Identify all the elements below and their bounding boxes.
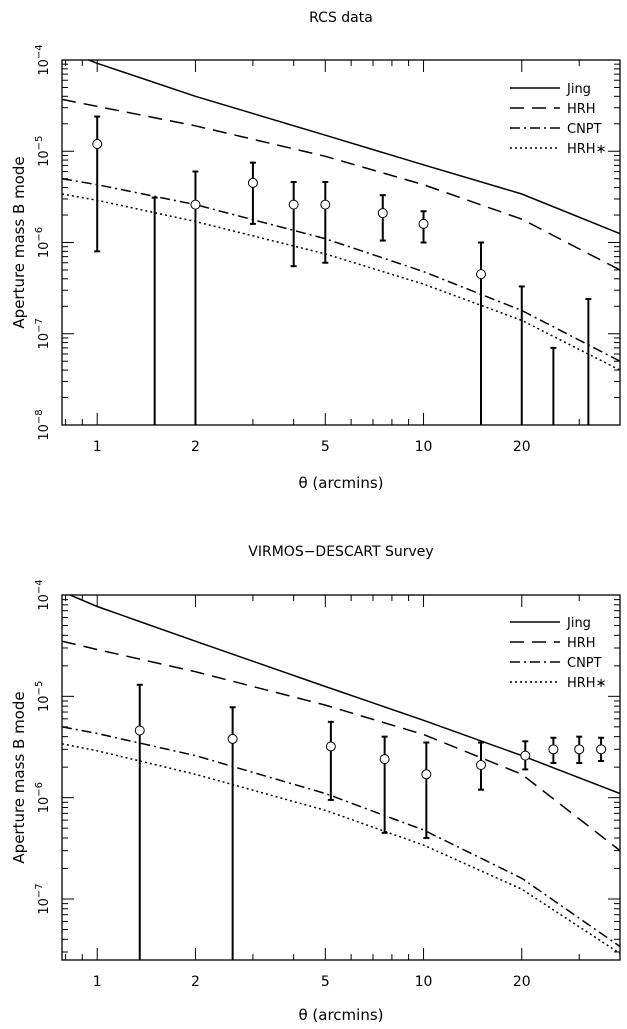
y-tick-label: 10−7 — [34, 318, 52, 349]
series-line-dashed — [62, 98, 620, 271]
y-tick-exponent: −6 — [34, 227, 45, 242]
y-tick-exponent: −4 — [34, 579, 45, 594]
y-tick-base: 10 — [37, 424, 52, 441]
data-point — [377, 208, 388, 219]
x-tick-label: 5 — [321, 439, 330, 455]
data-point — [288, 199, 299, 210]
y-tick-exponent: −7 — [34, 318, 45, 333]
data-point — [134, 725, 145, 736]
y-tick-label: 10−5 — [34, 681, 52, 712]
x-tick-label: 1 — [93, 439, 102, 455]
y-tick-label: 10−8 — [34, 409, 52, 440]
data-point — [418, 218, 429, 229]
series-line-dashdot — [62, 177, 620, 362]
series-line-dashed — [62, 640, 620, 852]
y-tick-label: 10−5 — [34, 136, 52, 167]
legend-label: HRH — [567, 102, 596, 117]
legend-label: Jing — [566, 82, 591, 97]
y-axis-label: Aperture mass B mode — [10, 156, 28, 328]
y-tick-exponent: −4 — [34, 44, 45, 59]
data-point — [227, 733, 238, 744]
data-points — [134, 683, 607, 960]
data-point — [379, 754, 390, 765]
x-tick-label: 10 — [415, 439, 433, 455]
legend-label: CNPT — [567, 122, 602, 137]
y-tick-label: 10−6 — [34, 782, 52, 813]
data-point — [92, 139, 103, 150]
y-tick-label: 10−4 — [34, 579, 52, 610]
y-tick-exponent: −6 — [34, 782, 45, 797]
legend: Jing HRH CNPT HRH∗ — [510, 82, 606, 157]
x-tick-label: 20 — [513, 439, 531, 455]
y-axis-label: Aperture mass B mode — [10, 691, 28, 863]
series-line-dashdot — [62, 726, 620, 948]
chart-title: VIRMOS−DESCART Survey — [248, 544, 433, 560]
plot-frame — [61, 59, 621, 426]
data-point — [596, 744, 607, 755]
y-tick-label: 10−7 — [34, 883, 52, 914]
y-tick-base: 10 — [37, 242, 52, 259]
data-point — [574, 744, 585, 755]
model-curves — [62, 60, 620, 371]
model-curves — [62, 595, 620, 955]
series-line-solid — [86, 60, 620, 235]
y-tick-label: 10−4 — [34, 44, 52, 75]
x-axis-label: θ (arcmins) — [298, 1006, 383, 1024]
y-tick-base: 10 — [37, 594, 52, 611]
data-point — [320, 199, 331, 210]
data-point — [421, 769, 432, 780]
x-tick-label: 2 — [191, 974, 200, 990]
data-point — [520, 750, 531, 761]
legend-label: HRH∗ — [567, 142, 606, 157]
chart-title: RCS data — [309, 10, 373, 26]
y-tick-exponent: −5 — [34, 136, 45, 151]
y-tick-base: 10 — [37, 150, 52, 167]
legend: Jing HRH CNPT HRH∗ — [510, 616, 606, 691]
y-tick-exponent: −7 — [34, 883, 45, 898]
data-point — [475, 269, 486, 280]
x-tick-label: 20 — [513, 974, 531, 990]
series-line-dotted — [62, 193, 620, 371]
x-axis-label: θ (arcmins) — [298, 474, 383, 492]
y-tick-exponent: −5 — [34, 681, 45, 696]
y-tick-base: 10 — [37, 797, 52, 814]
y-tick-base: 10 — [37, 898, 52, 915]
x-tick-label: 1 — [93, 974, 102, 990]
legend-label: HRH — [567, 636, 596, 651]
legend-label: HRH∗ — [567, 676, 606, 691]
y-tick-base: 10 — [37, 695, 52, 712]
x-tick-label: 2 — [191, 439, 200, 455]
y-tick-base: 10 — [37, 59, 52, 76]
y-tick-label: 10−6 — [34, 227, 52, 258]
series-line-dotted — [62, 743, 620, 955]
x-tick-label: 5 — [321, 974, 330, 990]
legend-label: CNPT — [567, 656, 602, 671]
data-point — [247, 177, 258, 188]
data-point — [548, 744, 559, 755]
y-tick-exponent: −8 — [34, 409, 45, 424]
data-point — [325, 741, 336, 752]
legend-label: Jing — [566, 616, 591, 631]
y-tick-base: 10 — [37, 333, 52, 350]
data-points — [92, 115, 592, 425]
data-point — [190, 199, 201, 210]
data-point — [475, 760, 486, 771]
plot-frame — [61, 594, 621, 961]
x-tick-label: 10 — [415, 974, 433, 990]
